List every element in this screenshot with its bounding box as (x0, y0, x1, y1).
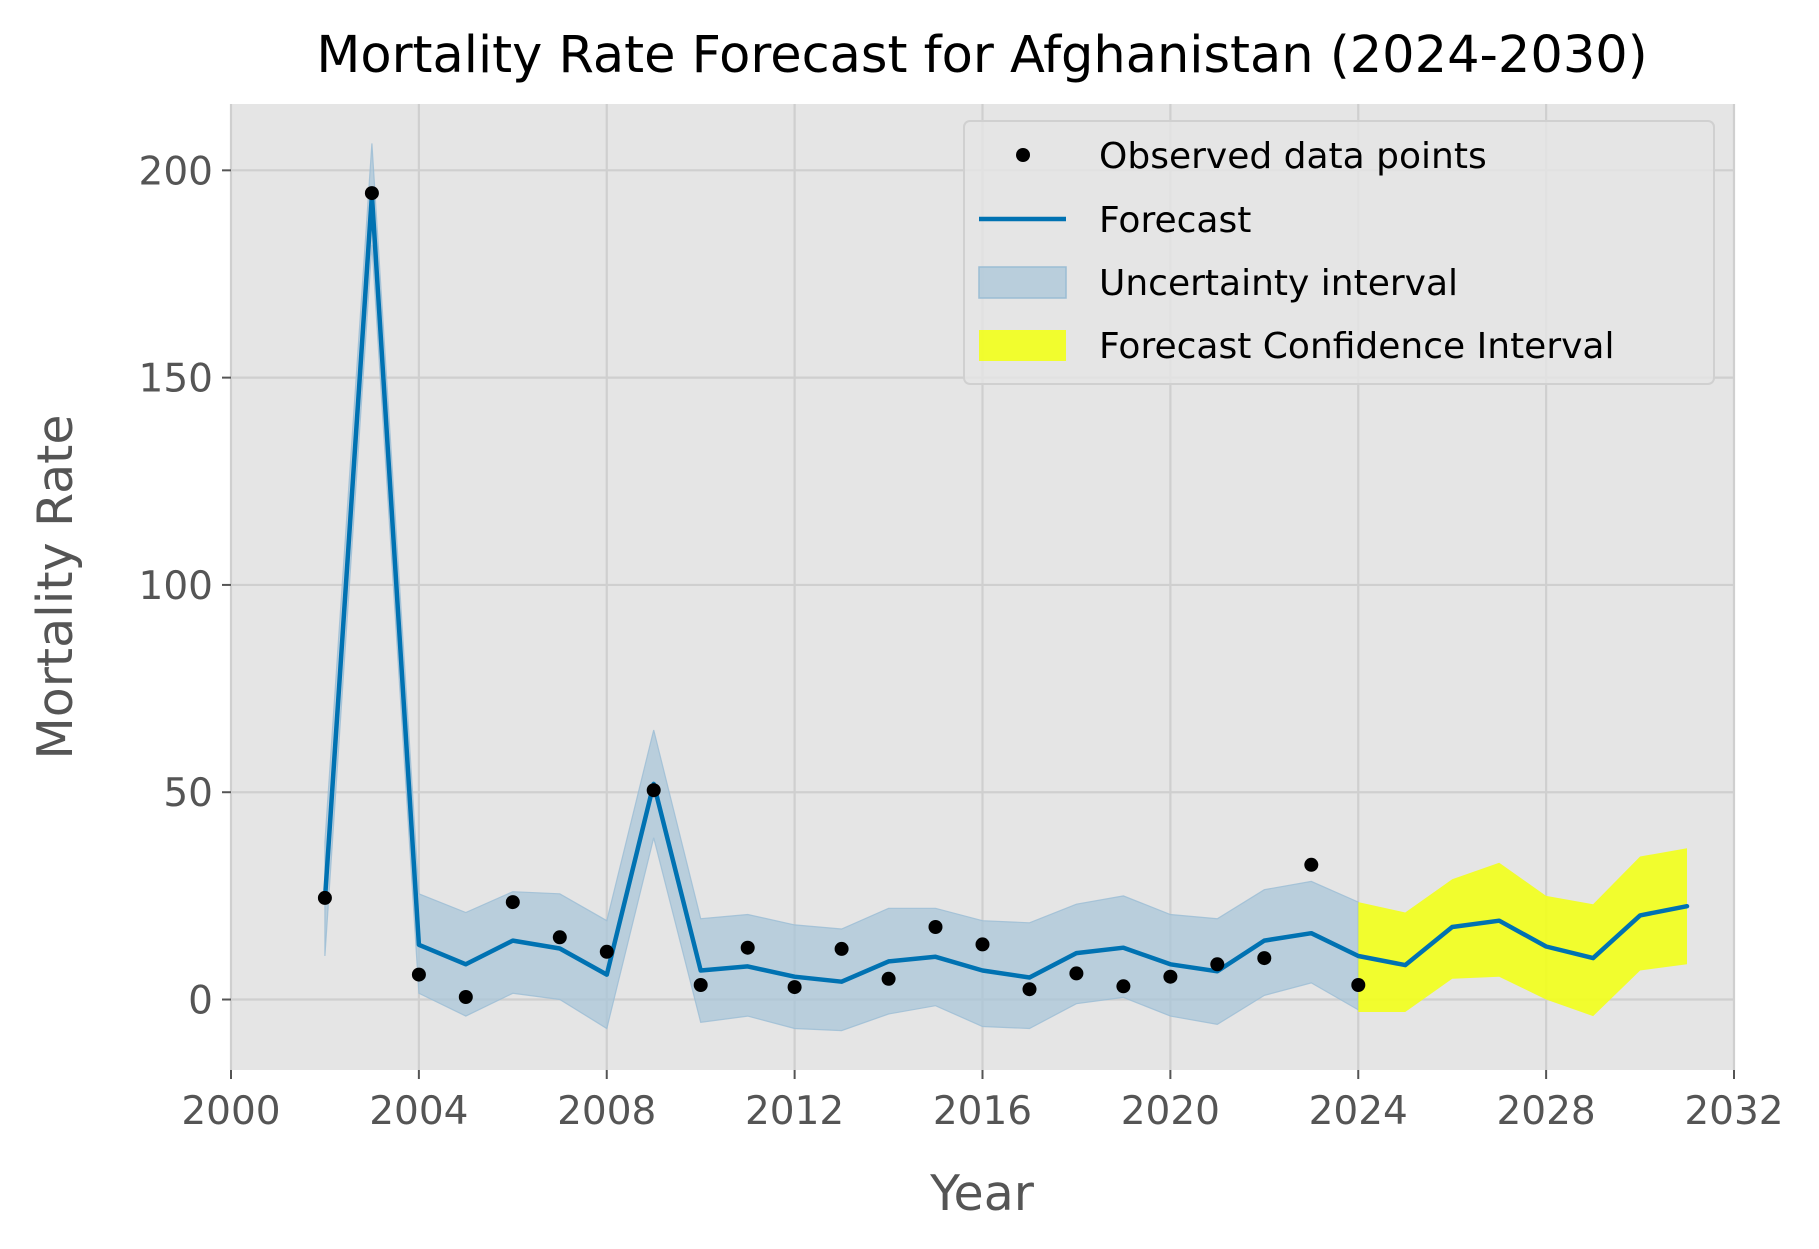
observed-point-2016 (975, 937, 990, 952)
legend-uncertainty-patch (978, 266, 1067, 299)
x-tick-label-2016: 2016 (933, 1089, 1032, 1134)
x-tick-label-2032: 2032 (1684, 1089, 1783, 1134)
x-axis-title: Year (929, 1165, 1035, 1222)
observed-point-2010 (693, 978, 708, 992)
observed-point-2006 (505, 895, 520, 910)
observed-point-2021 (1210, 957, 1225, 972)
observed-point-2023 (1304, 857, 1319, 872)
axis-ticks: 2000 2004 2008 2012 2016 2020 2024 2028 2032 0 50 1… (139, 149, 1784, 1134)
observed-point-2009 (646, 783, 661, 798)
forecast-line (322, 192, 1690, 984)
observed-point-2002 (317, 890, 332, 905)
observed-point-2018 (1069, 966, 1084, 981)
x-tick-label-2012: 2012 (745, 1089, 844, 1134)
observed-point-2012 (787, 980, 802, 995)
y-tick-label-100: 100 (139, 564, 213, 609)
observed-point-2020 (1163, 969, 1178, 984)
observed-point-2007 (552, 930, 567, 945)
legend-confidence-patch (979, 330, 1066, 361)
legend-observed-marker (1016, 148, 1030, 162)
legend: Observed data points Forecast Uncertaint… (963, 120, 1715, 385)
observed-point-2022 (1257, 951, 1272, 966)
x-tick-label-2008: 2008 (557, 1089, 656, 1134)
legend-forecast-label: Forecast (1099, 200, 1251, 241)
legend-frame (963, 120, 1715, 385)
observed-point-2008 (599, 944, 614, 959)
observed-point-2019 (1116, 979, 1131, 994)
observed-point-2015 (928, 920, 943, 934)
observed-point-2005 (458, 990, 473, 1004)
x-tick-label-2000: 2000 (181, 1089, 280, 1134)
y-tick-label-200: 200 (139, 149, 213, 194)
y-tick-label-0: 0 (188, 979, 213, 1024)
observed-point-2024 (1351, 978, 1366, 992)
legend-confidence-label: Forecast Confidence Interval (1099, 326, 1615, 367)
x-tick-label-2028: 2028 (1496, 1089, 1595, 1134)
y-axis-title: Mortality Rate (27, 414, 84, 759)
x-tick-label-2004: 2004 (369, 1089, 468, 1134)
observed-point-2003 (364, 186, 379, 201)
x-tick-label-2024: 2024 (1309, 1089, 1408, 1134)
y-tick-label-150: 150 (139, 357, 213, 402)
observed-point-2014 (881, 971, 896, 986)
legend-uncertainty-label: Uncertainty interval (1099, 263, 1458, 304)
legend-observed-label: Observed data points (1099, 136, 1487, 177)
observed-point-2013 (834, 941, 849, 956)
forecast-line-series (322, 192, 1690, 984)
observed-data-points (317, 186, 1366, 1004)
y-tick-label-50: 50 (163, 771, 213, 816)
observed-point-2011 (740, 940, 755, 955)
chart-title: Mortality Rate Forecast for Afghanistan … (316, 26, 1647, 85)
observed-point-2004 (411, 967, 426, 982)
x-tick-label-2020: 2020 (1121, 1089, 1220, 1134)
observed-point-2017 (1022, 982, 1037, 997)
